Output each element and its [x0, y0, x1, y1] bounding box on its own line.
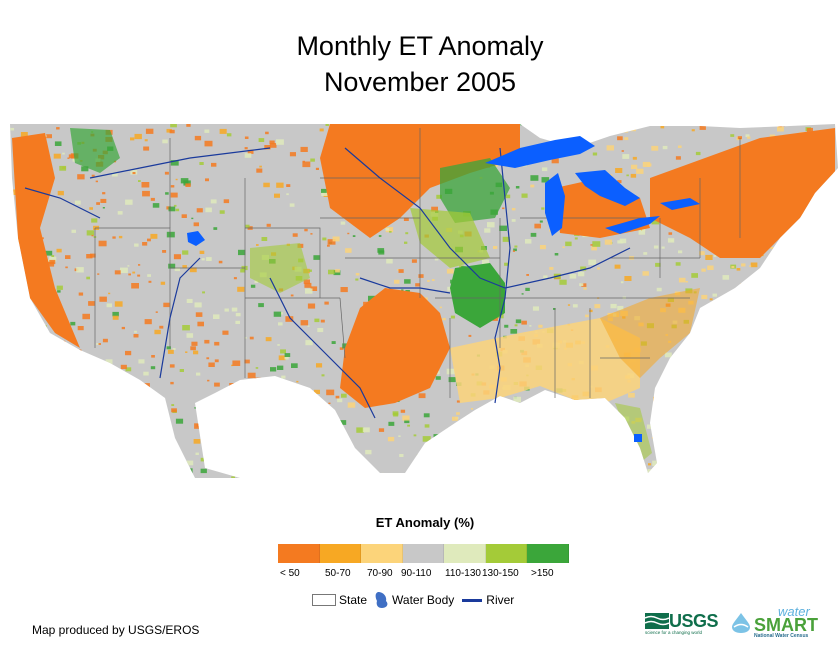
region-texas-low	[340, 288, 450, 408]
key-river-label: River	[486, 593, 515, 607]
key-river: River	[462, 593, 514, 607]
legend-label-5: 130-150	[482, 568, 519, 579]
legend-label-6: >150	[531, 568, 554, 579]
watersmart-smart: SMART	[754, 615, 819, 635]
map-title-line2: November 2005	[323, 67, 517, 97]
legend-title: ET Anomaly (%)	[375, 515, 475, 530]
key-state-label: State	[339, 593, 368, 607]
legend-label-2: 70-90	[367, 568, 393, 579]
key-water-body-label: Water Body	[392, 593, 455, 607]
legend-swatch-3	[402, 544, 444, 563]
region-southeast-moderate	[600, 288, 700, 378]
legend-swatch-5	[485, 544, 527, 563]
region-missouri-high	[450, 263, 505, 328]
lake-michigan	[545, 173, 565, 236]
legend-label-4: 110-130	[445, 568, 481, 579]
region-west-coast-low	[12, 133, 80, 348]
legend-keys: State Water Body River	[312, 591, 522, 609]
map-title-line1: Monthly ET Anomaly	[296, 31, 544, 61]
lake-erie	[605, 216, 660, 234]
legend-labels: < 50 50-70 70-90 90-110 110-130 130-150 >150	[270, 568, 570, 582]
usgs-wordmark: USGS	[669, 610, 719, 631]
legend-swatch-1	[319, 544, 361, 563]
legend-swatches	[278, 544, 569, 563]
watersmart-water: water	[778, 604, 810, 619]
watersmart-logo: water SMART National Water Census	[728, 604, 819, 639]
key-water-body: Water Body	[375, 591, 454, 609]
usgs-tagline: science for a changing world	[645, 629, 703, 635]
legend-swatch-0	[278, 544, 320, 563]
usgs-wave-icon	[645, 613, 669, 629]
region-north-central-high	[410, 208, 490, 268]
lake-okeechobee	[634, 434, 642, 442]
great-salt-lake	[187, 231, 205, 246]
watersmart-tagline: National Water Census	[754, 633, 809, 639]
usgs-logo: USGS science for a changing world	[645, 610, 719, 635]
map-credit: Map produced by USGS/EROS	[32, 623, 200, 637]
legend-label-1: 50-70	[325, 568, 351, 579]
region-rockies-high	[250, 243, 310, 293]
legend-swatch-6	[527, 544, 569, 563]
region-upper-midwest-high	[440, 158, 510, 223]
region-northwest-high	[70, 128, 120, 173]
region-east-coast-low	[650, 128, 835, 258]
state-boundaries	[94, 128, 741, 398]
lake-ontario	[660, 198, 700, 210]
key-state: State	[312, 593, 367, 607]
lake-huron	[575, 170, 640, 206]
lake-superior	[485, 136, 595, 168]
legend-label-0: < 50	[280, 568, 300, 579]
rivers	[24, 147, 631, 419]
us-et-anomaly-map	[10, 124, 838, 478]
water-drop-icon	[732, 612, 751, 633]
water-bodies	[187, 136, 700, 442]
legend-label-3: 90-110	[401, 568, 432, 579]
water-body-icon	[375, 592, 388, 608]
logos: USGS science for a changing world water …	[645, 604, 819, 639]
legend-swatch-4	[444, 544, 486, 563]
state-symbol	[312, 594, 336, 606]
river-symbol	[462, 598, 483, 602]
legend-swatch-2	[361, 544, 403, 563]
